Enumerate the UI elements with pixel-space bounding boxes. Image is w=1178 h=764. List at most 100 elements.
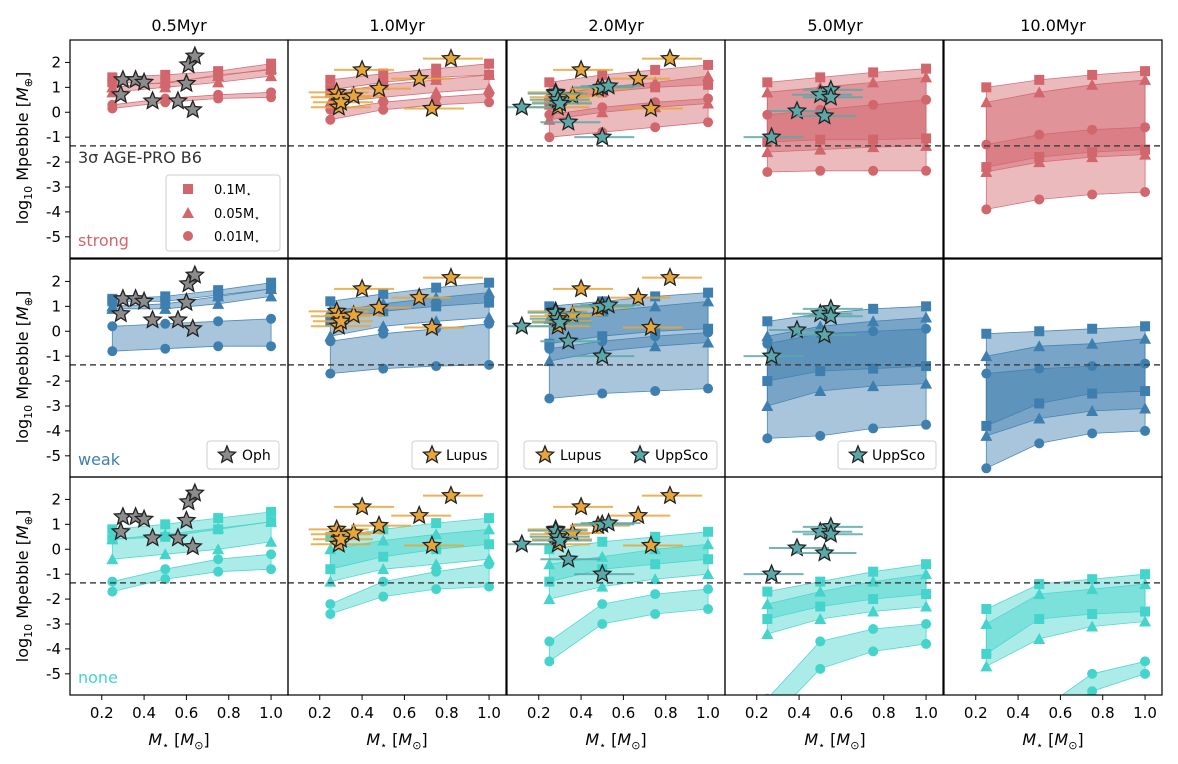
model-circle-marker xyxy=(703,117,714,128)
model-triangle-marker xyxy=(1033,632,1046,644)
x-tick-label: 0.2 xyxy=(90,704,114,722)
model-triangle-marker xyxy=(1033,588,1046,600)
model-circle-marker xyxy=(762,433,773,444)
star-marker-lupus xyxy=(659,47,681,68)
model-circle-marker xyxy=(868,326,879,337)
model-circle-marker xyxy=(107,321,118,332)
model-circle-marker xyxy=(484,318,495,329)
model-triangle-marker xyxy=(649,573,662,585)
model-circle-marker xyxy=(107,346,118,357)
model-circle-marker xyxy=(1034,129,1045,140)
x-axis-label: M⋆ [M⊙] xyxy=(366,730,427,752)
star-marker-uppsco xyxy=(761,126,782,146)
model-circle-marker xyxy=(213,554,224,565)
model-triangle-marker xyxy=(596,580,609,592)
model-circle-marker xyxy=(815,165,826,176)
model-square-marker xyxy=(650,64,661,75)
model-square-marker xyxy=(815,366,826,377)
panel: 0.2 0.4 0.6 0.8 1.0 xyxy=(506,476,726,722)
model-band xyxy=(111,553,272,593)
model-square-marker xyxy=(868,363,879,374)
star-marker-lupus xyxy=(330,91,352,111)
y-tick-label: -1 xyxy=(46,128,61,146)
model-square-marker xyxy=(484,513,495,524)
model-band xyxy=(985,363,1146,469)
model-triangle-marker xyxy=(377,320,390,332)
star-marker-uppsco xyxy=(549,311,571,332)
model-triangle-marker xyxy=(761,598,774,610)
model-triangle-marker xyxy=(1033,412,1046,424)
panel: 2 1 0 -1 -2 -3 -4 -5 xyxy=(46,39,289,259)
star-marker-lupus xyxy=(421,97,443,118)
model-triangle-marker xyxy=(265,535,278,547)
star-marker-uppsco xyxy=(549,529,571,550)
panel xyxy=(724,258,944,478)
model-triangle-marker xyxy=(1139,615,1152,627)
model-square-marker xyxy=(378,551,389,562)
model-triangle-marker xyxy=(265,290,278,302)
model-circle-marker xyxy=(213,316,224,327)
model-circle-marker xyxy=(266,564,277,575)
model-circle-marker xyxy=(431,92,442,103)
model-square-marker xyxy=(484,277,495,288)
model-circle-marker xyxy=(868,99,879,110)
svg-text:log10 Mpebble [M⊕]: log10 Mpebble [M⊕] xyxy=(13,291,35,444)
model-circle-marker xyxy=(266,87,277,98)
x-tick-label: 0.4 xyxy=(569,704,593,722)
row-label-weak: weak xyxy=(78,450,121,469)
star-marker-lupus xyxy=(351,59,373,79)
model-square-marker xyxy=(868,134,879,145)
model-circle-marker xyxy=(544,132,555,143)
model-square-marker xyxy=(544,301,555,312)
panel xyxy=(943,258,1163,478)
model-triangle-marker xyxy=(543,593,556,605)
model-square-marker xyxy=(921,63,932,74)
y-tick-label: 2 xyxy=(51,53,61,71)
model-circle-marker xyxy=(1034,194,1045,205)
model-circle-marker xyxy=(597,618,608,629)
model-triangle-marker xyxy=(867,141,880,153)
model-circle-marker xyxy=(762,167,773,178)
model-triangle-marker xyxy=(106,300,119,312)
model-square-marker xyxy=(1034,614,1045,625)
obs-legend-label: Lupus xyxy=(446,448,487,464)
star-marker-lupus xyxy=(330,528,352,548)
model-circle-marker xyxy=(431,361,442,372)
y-tick-label: -5 xyxy=(46,228,61,246)
star-marker-oph xyxy=(142,90,163,110)
star-marker-lupus xyxy=(351,496,373,516)
panel xyxy=(943,39,1163,259)
model-circle-marker xyxy=(431,566,442,577)
model-circle-marker xyxy=(703,604,714,615)
model-circle-marker xyxy=(325,609,336,620)
y-tick-label: -5 xyxy=(46,665,61,683)
model-circle-marker xyxy=(921,638,932,649)
model-triangle-marker xyxy=(1086,620,1099,632)
star-marker-lupus xyxy=(368,77,390,98)
model-circle-marker xyxy=(762,109,773,120)
x-tick-label: 0.4 xyxy=(132,704,156,722)
svg-text:log10 Mpebble [M⊕]: log10 Mpebble [M⊕] xyxy=(13,510,35,663)
obs-legend-uppsco: UppSco xyxy=(837,440,937,470)
star-marker-oph xyxy=(110,303,131,323)
model-circle-marker xyxy=(597,102,608,113)
star-marker-uppsco xyxy=(761,563,782,583)
model-circle-marker xyxy=(597,388,608,399)
y-tick-label: -1 xyxy=(46,565,61,583)
panel xyxy=(506,258,726,478)
model-circle-marker xyxy=(160,318,171,329)
model-square-marker xyxy=(1034,74,1045,85)
model-triangle-marker xyxy=(377,563,390,575)
model-square-marker xyxy=(597,536,608,547)
model-triangle-marker xyxy=(159,548,172,560)
star-marker-oph xyxy=(142,309,163,329)
model-circle-marker xyxy=(484,88,495,99)
svg-text:log10 Mpebble [M⊕]: log10 Mpebble [M⊕] xyxy=(13,72,35,225)
row-label-none: none xyxy=(78,668,118,687)
model-circle-marker xyxy=(1140,668,1151,679)
y-axis-label: log10 Mpebble [M⊕] xyxy=(13,291,35,444)
y-tick-label: -3 xyxy=(46,615,61,633)
model-band xyxy=(548,588,709,663)
model-triangle-marker xyxy=(430,528,443,540)
